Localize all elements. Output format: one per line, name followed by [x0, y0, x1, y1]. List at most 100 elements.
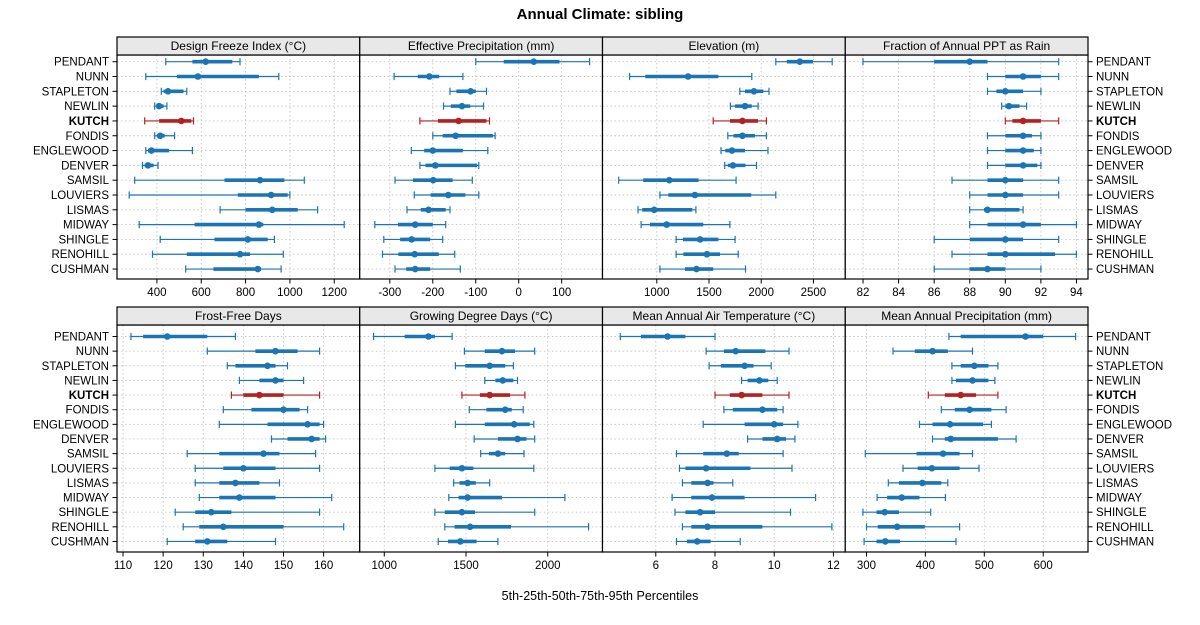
series-newlin-mean-annual-air-temperature-c: [740, 376, 778, 384]
series-fondis-fraction-of-annual-ppt-as-rain: [986, 132, 1042, 140]
series-kutch-mean-annual-air-temperature-c: [714, 391, 790, 399]
series-lismas-mean-annual-precipitation-mm: [887, 479, 949, 487]
series-denver-fraction-of-annual-ppt-as-rain: [986, 161, 1042, 169]
median-dot: [464, 479, 471, 487]
median-dot: [898, 494, 906, 501]
axis-tick-label: 2000: [535, 560, 561, 572]
station-label-right-nunn: NUNN: [1096, 346, 1129, 358]
station-label-left-denver: DENVER: [61, 434, 109, 446]
median-dot: [919, 479, 926, 487]
series-pendant-design-freeze-index-c: [165, 58, 241, 66]
station-label-right-cushman: CUSHMAN: [1096, 537, 1154, 549]
series-fondis-effective-precipitation-mm: [432, 132, 496, 140]
series-renohill-design-freeze-index-c: [151, 250, 284, 258]
station-label-left-louviers: LOUVIERS: [51, 190, 109, 202]
median-dot: [684, 73, 692, 80]
series-nunn-effective-precipitation-mm: [393, 72, 464, 81]
series-kutch-effective-precipitation-mm: [419, 117, 491, 125]
series-stapleton-design-freeze-index-c: [160, 87, 188, 95]
series-englewood-elevation-m: [720, 147, 769, 155]
axis-tick-label: 130: [194, 560, 213, 572]
series-fondis-design-freeze-index-c: [154, 132, 176, 140]
series-stapleton-frost-free-days: [226, 362, 289, 370]
series-midway-mean-annual-air-temperature-c: [671, 493, 817, 502]
station-label-right-midway: MIDWAY: [1096, 220, 1142, 232]
series-nunn-mean-annual-precipitation-mm: [892, 347, 974, 355]
median-dot: [693, 538, 701, 545]
axis-tick-label: -300: [378, 287, 401, 299]
median-dot: [411, 250, 419, 258]
station-label-left-renohill: RENOHILL: [51, 522, 109, 534]
median-dot: [486, 362, 494, 370]
median-dot: [773, 435, 781, 443]
station-label-right-nunn: NUNN: [1096, 72, 1129, 84]
median-dot: [260, 450, 267, 457]
station-label-left-midway: MIDWAY: [63, 493, 109, 505]
axis-tick-label: 1000: [371, 560, 397, 572]
median-dot: [425, 333, 432, 340]
series-renohill-growing-degree-days-c: [444, 523, 590, 531]
axis-tick-label: 1000: [644, 287, 670, 299]
series-louviers-mean-annual-air-temperature-c: [678, 464, 793, 472]
series-renohill-fraction-of-annual-ppt-as-rain: [951, 250, 1078, 258]
median-dot: [1002, 250, 1009, 258]
series-pendant-frost-free-days: [130, 332, 236, 341]
series-kutch-elevation-m: [712, 117, 768, 125]
station-label-right-renohill: RENOHILL: [1096, 522, 1154, 534]
median-dot: [704, 479, 711, 487]
series-newlin-effective-precipitation-mm: [442, 102, 485, 110]
median-dot: [1019, 117, 1027, 125]
panel-elevation-m: Elevation (m) 1000 1500 2000 2500: [601, 36, 846, 299]
series-louviers-design-freeze-index-c: [128, 191, 291, 199]
series-samsil-fraction-of-annual-ppt-as-rain: [951, 176, 1060, 184]
series-englewood-mean-annual-precipitation-mm: [918, 420, 993, 428]
median-dot: [741, 362, 748, 370]
median-dot: [723, 450, 731, 457]
median-dot: [194, 73, 202, 80]
median-dot: [704, 523, 711, 531]
series-samsil-elevation-m: [618, 176, 737, 184]
series-englewood-fraction-of-annual-ppt-as-rain: [986, 147, 1042, 155]
station-label-right-lismas: LISMAS: [1096, 205, 1139, 217]
median-dot: [148, 147, 155, 154]
median-dot: [204, 538, 211, 545]
median-dot: [530, 58, 538, 65]
series-fondis-frost-free-days: [222, 406, 309, 414]
series-lismas-growing-degree-days-c: [453, 479, 491, 487]
axis-tick-label: 2000: [748, 287, 774, 299]
median-dot: [1005, 102, 1013, 110]
series-samsil-mean-annual-air-temperature-c: [675, 450, 784, 458]
series-shingle-elevation-m: [675, 235, 736, 243]
median-dot: [759, 406, 766, 414]
station-label-left-samsil: SAMSIL: [67, 449, 110, 461]
series-newlin-design-freeze-index-c: [154, 102, 168, 110]
series-cushman-frost-free-days: [166, 537, 277, 546]
series-cushman-growing-degree-days-c: [437, 537, 499, 546]
axis-tick-label: 8: [712, 560, 718, 572]
median-dot: [946, 421, 954, 428]
median-dot: [663, 221, 670, 228]
median-dot: [232, 479, 239, 487]
station-label-left-nunn: NUNN: [76, 346, 109, 358]
series-lismas-elevation-m: [637, 206, 697, 214]
station-label-left-englewood: ENGLEWOOD: [33, 419, 109, 431]
median-dot: [498, 347, 506, 355]
axis-tick-label: 84: [892, 287, 905, 299]
series-shingle-effective-precipitation-mm: [383, 235, 444, 243]
series-nunn-frost-free-days: [206, 347, 321, 355]
median-dot: [947, 435, 954, 443]
series-louviers-frost-free-days: [194, 464, 321, 472]
axis-tick-label: 0: [516, 287, 522, 299]
station-label-right-pendant: PENDANT: [1096, 332, 1151, 344]
station-label-left-midway: MIDWAY: [63, 220, 109, 232]
series-samsil-growing-degree-days-c: [480, 450, 525, 458]
median-dot: [929, 347, 936, 355]
series-stapleton-mean-annual-air-temperature-c: [708, 362, 772, 370]
median-dot: [696, 508, 704, 516]
series-midway-growing-degree-days-c: [448, 493, 566, 502]
panel-area: [845, 55, 1088, 279]
median-dot: [957, 391, 964, 399]
station-label-left-cushman: CUSHMAN: [51, 264, 109, 276]
station-label-left-denver: DENVER: [61, 160, 109, 172]
